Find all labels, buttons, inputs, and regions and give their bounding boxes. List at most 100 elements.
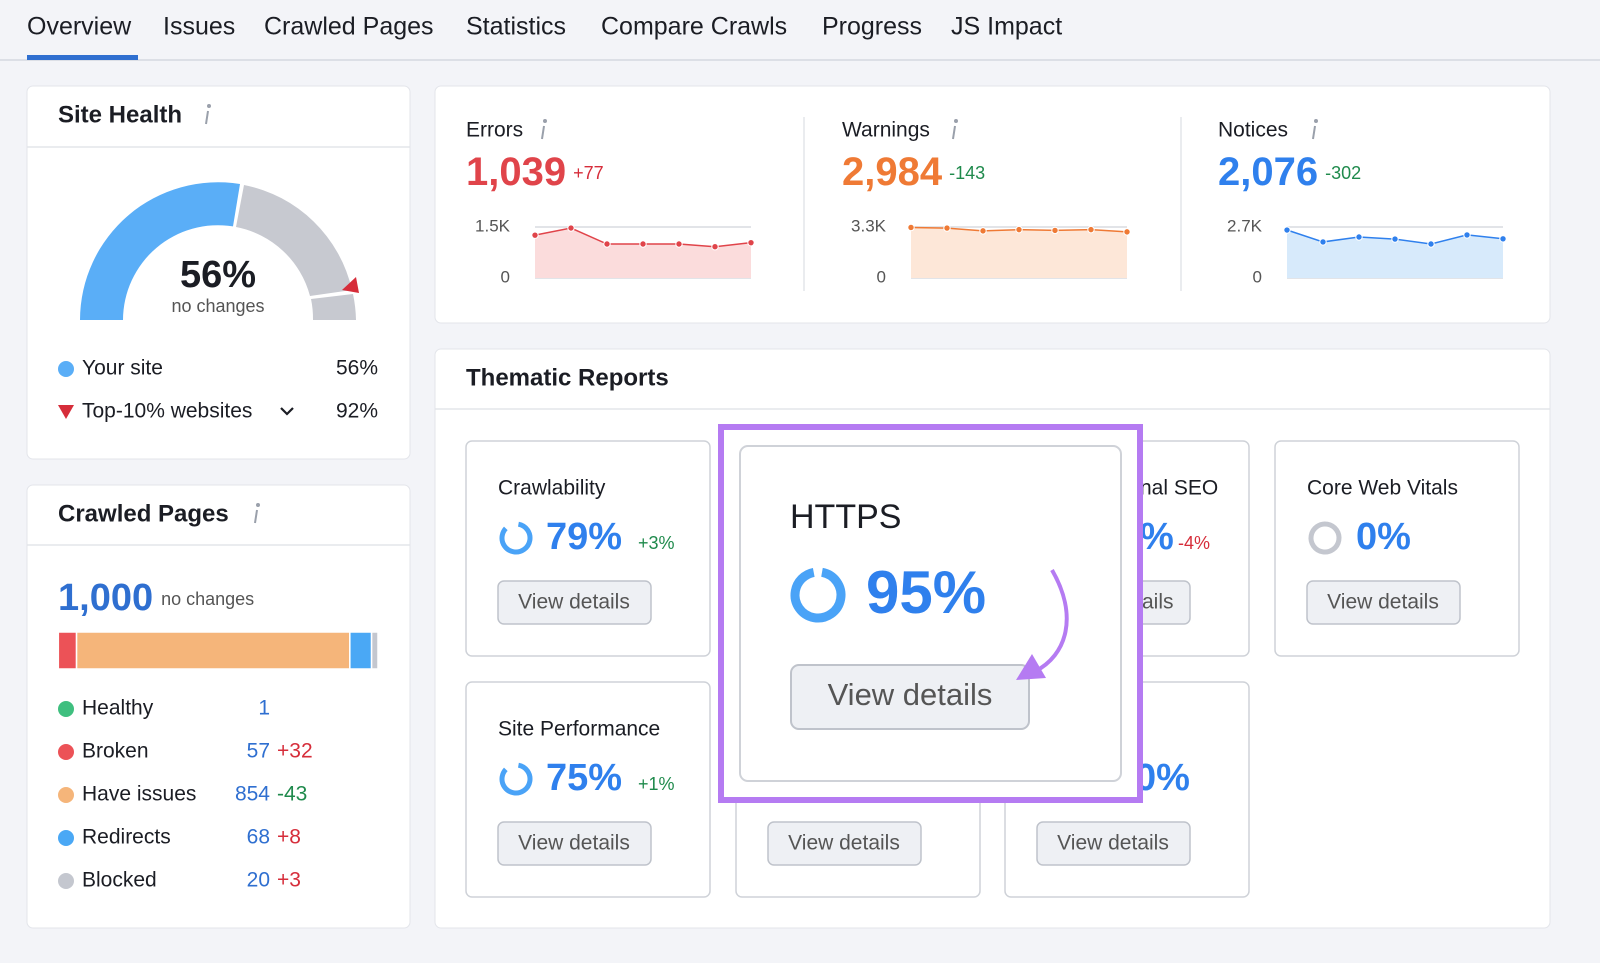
issue-label: Notices [1218,119,1288,142]
crawl-bar [57,631,379,670]
y-tick-label: 3.3K [851,216,887,235]
tab-bar [0,0,1600,60]
issue-total: 2,984 [842,150,943,194]
view-details-button[interactable] [767,821,922,866]
point [1015,225,1023,234]
row-count: 854 [235,783,270,806]
legend-dot [58,744,74,760]
health-score: 56% [180,254,256,296]
info-dot [543,119,547,123]
point [1123,228,1131,236]
legend-value: 56% [336,357,378,380]
button-label[interactable]: View details [518,832,630,855]
info-icon [1312,119,1318,140]
view-details-button[interactable] [497,821,652,866]
info-icon [541,119,547,140]
tab[interactable]: Crawled Pages [264,13,434,41]
report-score: 79% [546,516,622,558]
tab[interactable]: Progress [822,13,922,41]
bar-segment [370,631,379,670]
row-change: +3 [277,869,301,892]
issue-total: 1,039 [466,150,566,194]
area [535,228,751,278]
gauge-top-marker [342,277,359,293]
button-label[interactable]: View details [828,677,993,712]
legend-dot [58,361,74,377]
report-change: +3% [638,533,675,553]
point [603,240,611,248]
button-label[interactable]: ails [1142,591,1174,614]
point [711,243,719,251]
point [1087,225,1095,234]
legend-dot [58,830,74,846]
arrow-head [1016,654,1046,680]
report-score: 0% [1135,757,1190,799]
health-note: no changes [171,296,264,316]
tab[interactable]: Statistics [466,13,566,41]
issue-total-line: 2,076 -302 [1218,150,1361,194]
row-label: Have issues [82,783,196,806]
crawl-rows: Healthy 1 Broken 57 +32 Have issues 854 -43 Redi… [58,697,313,892]
issue-label: Errors [466,119,523,142]
legend-dot [58,787,74,803]
button-label[interactable]: View details [1327,591,1439,614]
gauge-your-site [80,182,240,320]
issue-total-line: 1,039 +77 [466,150,604,194]
row-change: +8 [277,826,301,849]
button-label[interactable]: View details [788,832,900,855]
report-score: % [1140,516,1174,558]
point [907,223,915,232]
report-title: HTTPS [790,498,901,536]
point [1391,235,1399,243]
point [943,224,951,232]
y-tick-label: 1.5K [475,216,511,235]
tab[interactable]: JS Impact [951,13,1062,41]
issue-change: -143 [949,163,985,183]
crawled-total-line: 1,000 no changes [58,577,254,619]
card-title: Crawled Pages [58,500,229,527]
legend-triangle [58,405,74,419]
tab[interactable]: Overview [27,13,132,41]
point [747,238,755,247]
point [567,224,575,232]
point [675,240,683,248]
report-change: +1% [638,774,675,794]
dropdown-chevron[interactable] [280,407,294,416]
tab[interactable]: Compare Crawls [601,13,787,41]
info-icon [254,503,260,524]
info-icon [205,104,211,125]
view-details-button[interactable] [790,664,1030,730]
info-icon [952,119,958,140]
tab[interactable]: Issues [163,13,235,41]
point [1463,231,1471,239]
row-change: -43 [277,783,307,806]
point [639,240,647,248]
y-tick-label: 0 [877,267,886,286]
row-count: 57 [247,740,270,763]
point [1499,235,1507,243]
score-ring [499,762,533,796]
point [531,231,539,239]
point [1427,240,1435,248]
report-change: -4% [1178,533,1210,553]
legend-label: Your site [82,357,163,380]
point [1051,226,1059,235]
crawled-pages-card [26,484,411,929]
report-title: Crawlability [498,477,606,500]
row-label: Broken [82,740,149,763]
row-label: Healthy [82,697,154,720]
point [979,227,987,235]
crawled-note: no changes [161,589,254,609]
view-details-button[interactable] [1036,821,1191,866]
button-label[interactable]: View details [518,591,630,614]
view-details-button[interactable] [497,580,652,625]
view-details-button[interactable] [1306,580,1461,625]
report-score: 75% [546,757,622,799]
area [1287,230,1503,278]
row-change: +32 [277,740,313,763]
info-stem [541,125,545,140]
legend-value: 92% [336,400,378,423]
site-health-card [26,85,411,460]
button-label[interactable]: View details [1057,832,1169,855]
